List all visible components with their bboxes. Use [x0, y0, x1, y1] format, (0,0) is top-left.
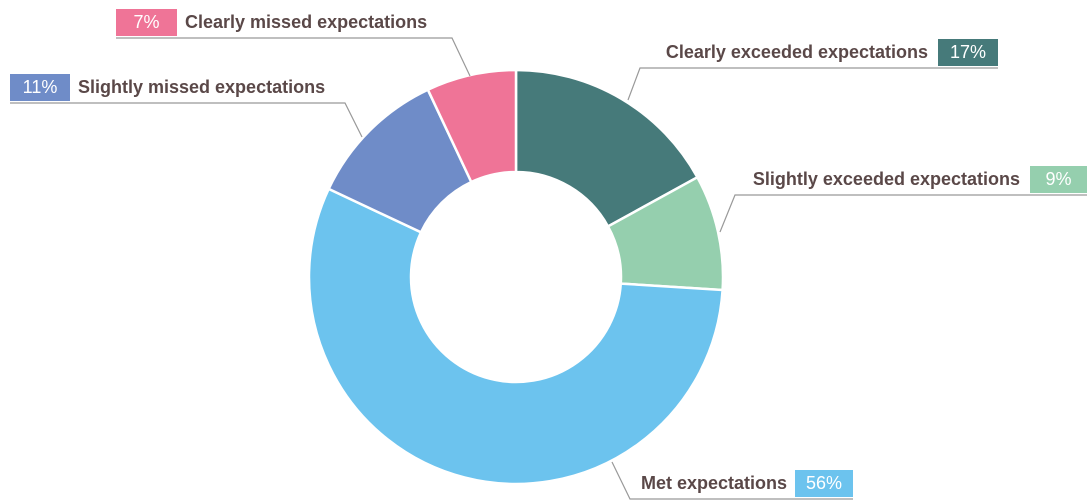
leader-line [719, 194, 1087, 233]
label-box [10, 74, 70, 101]
leader-line [116, 37, 471, 77]
category-label: Met expectations [641, 473, 787, 493]
slice [307, 187, 724, 486]
value-label: 9% [1045, 169, 1071, 189]
label-box [938, 39, 998, 66]
leader-line [611, 461, 853, 500]
label-box [795, 470, 853, 497]
category-label: Slightly exceeded expectations [753, 169, 1020, 189]
slice [426, 68, 518, 184]
value-label: 11% [23, 77, 58, 97]
leader-line [10, 102, 363, 138]
label-box [116, 9, 177, 36]
leader-line [627, 67, 998, 101]
category-label: Slightly missed expectations [78, 77, 325, 97]
slice [514, 68, 700, 229]
category-label: Clearly missed expectations [185, 12, 427, 32]
label-box [1030, 166, 1087, 193]
value-label: 17% [950, 42, 986, 62]
value-label: 56% [806, 473, 842, 493]
value-label: 7% [133, 12, 159, 32]
category-label: Clearly exceeded expectations [666, 42, 928, 62]
